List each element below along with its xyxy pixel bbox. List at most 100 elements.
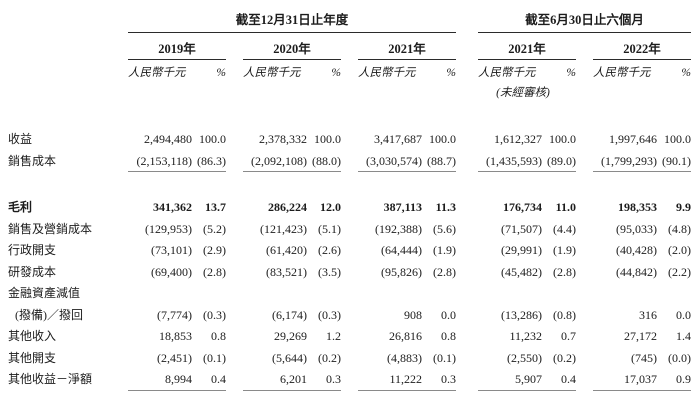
value-cell: (192,388) <box>375 221 422 236</box>
column-group: (5,644) (0.2) <box>243 348 341 370</box>
value-cell: (745) <box>631 350 657 365</box>
value-cell: (95,033) <box>616 221 657 236</box>
value-cell: (129,953) <box>145 221 192 236</box>
table-row: 其他收益－淨額 8,994 0.4 6,201 0.3 11,222 0.3 5,907 0.4… <box>0 369 700 391</box>
column-group: (1,435,593) (89.0) <box>478 151 576 172</box>
row-label: 研發成本 <box>8 264 57 279</box>
column-subheader: 人民幣千元% <box>593 64 691 83</box>
unit-label: 人民幣千元 <box>478 67 536 79</box>
percent-cell: 12.0 <box>320 200 341 214</box>
percent-cell: 0.8 <box>441 329 456 343</box>
value-cell: (1,435,593) <box>478 151 542 172</box>
column-group: (13,286) (0.8) <box>478 305 576 327</box>
percent-cell: (5.1) <box>318 221 341 236</box>
column-group: (83,521) (3.5) <box>243 262 341 284</box>
column-group: 2,378,332 100.0 <box>243 129 341 151</box>
column-group: (1,799,293) (90.1) <box>593 151 691 172</box>
value-cell: (64,444) <box>381 243 422 257</box>
percent-cell: 1.2 <box>326 329 341 343</box>
value-cell: (44,842) <box>616 264 657 279</box>
value-cell: (73,101) <box>151 243 192 257</box>
table-row: 毛利 341,362 13.7 286,224 12.0 387,113 11.3 176,7… <box>0 197 700 219</box>
column-group: (192,388) (5.6) <box>358 219 456 241</box>
row-label: 銷售及營銷成本 <box>8 221 93 236</box>
column-group: (121,423) (5.1) <box>243 219 341 241</box>
value-cell: (83,521) <box>266 264 307 279</box>
value-cell: (95,826) <box>381 264 422 279</box>
table-row: 金融資產減值 <box>0 283 700 305</box>
percent-cell: (0.0) <box>668 350 691 365</box>
unit-label: 人民幣千元 <box>593 67 651 79</box>
percent-cell: (2.8) <box>553 264 576 279</box>
percent-cell: 0.4 <box>542 369 576 391</box>
value-cell: (45,482) <box>501 264 542 279</box>
table-body: 收益 2,494,480 100.0 2,378,332 100.0 3,417,687 1… <box>0 129 700 391</box>
column-subheader: 人民幣千元% <box>128 64 226 83</box>
column-group: (45,482) (2.8) <box>478 262 576 284</box>
percent-cell: (0.2) <box>318 350 341 365</box>
percent-cell: 11.0 <box>555 200 576 214</box>
percent-cell: (0.1) <box>203 350 226 365</box>
column-group: 908 0.0 <box>358 305 456 327</box>
value-cell: 341,362 <box>153 200 192 214</box>
value-cell: 1,612,327 <box>494 132 542 146</box>
unit-label: 人民幣千元 <box>128 67 186 79</box>
percent-cell: 0.7 <box>561 329 576 343</box>
column-group: (2,153,118) (86.3) <box>128 151 226 172</box>
column-group: (69,400) (2.8) <box>128 262 226 284</box>
percent-cell: 9.9 <box>676 200 691 214</box>
percent-cell: 0.3 <box>422 369 456 391</box>
column-group: (745) (0.0) <box>593 348 691 370</box>
table-row: (撥備)／撥回 (7,774) (0.3) (6,174) (0.3) 908 0.0 (13… <box>0 305 700 327</box>
column-group: 3,417,687 100.0 <box>358 129 456 151</box>
unit-label: 人民幣千元 <box>243 67 301 79</box>
table-row: 收益 2,494,480 100.0 2,378,332 100.0 3,417,687 1… <box>0 129 700 151</box>
column-group: (7,774) (0.3) <box>128 305 226 327</box>
percent-cell: 100.0 <box>429 132 456 146</box>
period-section-title-annual: 截至12月31日止年度 <box>128 8 456 33</box>
percent-cell: (3.5) <box>318 264 341 279</box>
table-row: 其他收入 18,853 0.8 29,269 1.2 26,816 0.8 11,232 0.7… <box>0 326 700 348</box>
value-cell: 5,907 <box>478 369 542 391</box>
percent-cell: (2.2) <box>668 264 691 279</box>
column-group: 1,997,646 100.0 <box>593 129 691 151</box>
column-group: (95,033) (4.8) <box>593 219 691 241</box>
column-group: 11,222 0.3 <box>358 369 456 391</box>
percent-symbol: % <box>331 67 341 79</box>
value-cell: (2,092,108) <box>243 151 307 172</box>
value-cell: 387,113 <box>383 200 422 214</box>
value-cell: 316 <box>639 307 657 322</box>
column-group: 8,994 0.4 <box>128 369 226 391</box>
column-group: 6,201 0.3 <box>243 369 341 391</box>
column-group: (2,451) (0.1) <box>128 348 226 370</box>
percent-cell: (88.7) <box>422 151 456 172</box>
year-header: 2022年 <box>593 39 691 60</box>
column-group: (2,092,108) (88.0) <box>243 151 341 172</box>
value-cell: (69,400) <box>151 264 192 279</box>
column-group: 316 0.0 <box>593 305 691 327</box>
column-group: 198,353 9.9 <box>593 197 691 219</box>
column-group: 1,612,327 100.0 <box>478 129 576 151</box>
column-group: (73,101) (2.9) <box>128 240 226 262</box>
column-group: (40,428) (2.0) <box>593 240 691 262</box>
column-group: 11,232 0.7 <box>478 326 576 348</box>
percent-cell: (1.9) <box>433 243 456 257</box>
value-cell: 198,353 <box>618 200 657 214</box>
column-group: (61,420) (2.6) <box>243 240 341 262</box>
percent-cell: (5.2) <box>203 221 226 236</box>
value-cell: (1,799,293) <box>593 151 657 172</box>
year-header: 2020年 <box>243 39 341 60</box>
column-group: (95,826) (2.8) <box>358 262 456 284</box>
percent-cell: 0.0 <box>441 307 456 322</box>
percent-cell: 0.3 <box>307 369 341 391</box>
value-cell: (6,174) <box>272 307 307 322</box>
column-group: (3,030,574) (88.7) <box>358 151 456 172</box>
percent-cell: (2.6) <box>318 243 341 257</box>
percent-symbol: % <box>681 67 691 79</box>
value-cell: 6,201 <box>243 369 307 391</box>
value-cell: 8,994 <box>128 369 192 391</box>
value-cell: (61,420) <box>266 243 307 257</box>
column-subheader: 人民幣千元% <box>243 64 341 83</box>
percent-cell: (0.2) <box>553 350 576 365</box>
